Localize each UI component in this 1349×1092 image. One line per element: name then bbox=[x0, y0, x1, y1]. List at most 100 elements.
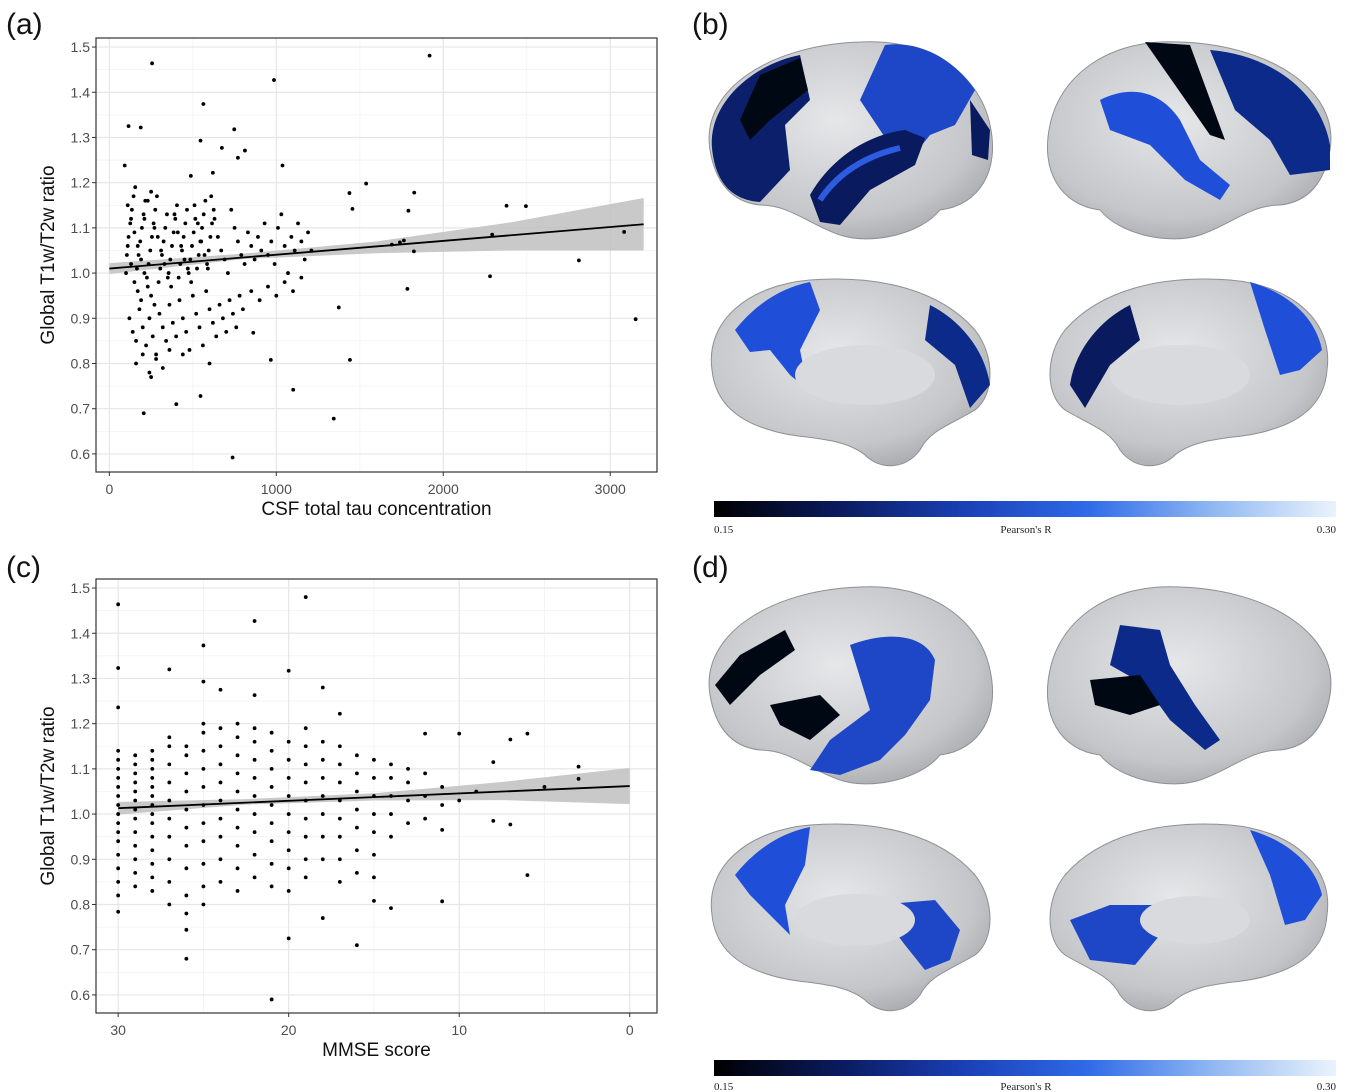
chart-c-point bbox=[389, 906, 393, 911]
chart-a-point bbox=[129, 216, 133, 221]
chart-a-point bbox=[125, 244, 130, 248]
chart-a-point bbox=[124, 253, 129, 257]
chart-a-point bbox=[197, 325, 202, 330]
colorbar-b-gradient bbox=[714, 501, 1336, 517]
chart-a-point bbox=[201, 212, 206, 217]
chart-a-point bbox=[132, 280, 137, 285]
chart-c-point bbox=[354, 848, 359, 853]
chart-a-point bbox=[226, 271, 230, 275]
chart-a-point bbox=[347, 191, 352, 195]
chart-a-point bbox=[232, 225, 237, 230]
chart-a-panel bbox=[96, 38, 657, 472]
chart-c-point bbox=[184, 911, 189, 916]
chart-c-point bbox=[320, 812, 325, 816]
chart-a-ytick-label: 0.7 bbox=[71, 401, 91, 417]
chart-a-point bbox=[198, 138, 203, 143]
chart-a-point bbox=[131, 194, 136, 199]
chart-a-point bbox=[237, 293, 242, 298]
chart-c-point bbox=[133, 870, 138, 875]
chart-c-ytick-label: 0.6 bbox=[71, 987, 91, 1003]
chart-c-point bbox=[116, 785, 121, 789]
chart-c-point bbox=[525, 873, 530, 878]
chart-c-point bbox=[286, 848, 291, 853]
chart-a-point bbox=[490, 232, 495, 237]
chart-c-point bbox=[286, 668, 291, 673]
chart-c-point bbox=[116, 776, 121, 780]
chart-c-point bbox=[286, 812, 291, 816]
chart-a-point bbox=[236, 155, 240, 160]
chart-c-point bbox=[354, 943, 359, 948]
chart-a-point bbox=[524, 204, 528, 209]
chart-a-point bbox=[182, 257, 187, 262]
chart-a-point bbox=[198, 239, 203, 244]
chart-c-point bbox=[167, 816, 172, 821]
chart-c-point bbox=[201, 679, 206, 684]
brain-right-medial-d bbox=[1049, 823, 1329, 1012]
chart-c-point bbox=[150, 848, 155, 853]
chart-a-point bbox=[406, 208, 411, 213]
chart-a-point bbox=[236, 239, 240, 244]
chart-a-point bbox=[207, 361, 212, 366]
chart-a-point bbox=[266, 284, 270, 289]
brain-right-medial-b bbox=[1049, 278, 1329, 467]
chart-c-point bbox=[133, 798, 138, 803]
chart-c-point bbox=[286, 889, 291, 893]
chart-c-point bbox=[389, 762, 393, 767]
chart-a-point bbox=[633, 317, 638, 322]
chart-c-point bbox=[116, 602, 121, 607]
chart-a-point bbox=[152, 225, 157, 230]
chart-c-point bbox=[303, 875, 308, 880]
chart-a-ytick-label: 1.0 bbox=[71, 265, 91, 281]
chart-a-point bbox=[172, 212, 177, 217]
chart-c-point bbox=[286, 776, 291, 780]
chart-c-point bbox=[201, 730, 206, 735]
chart-c-point bbox=[184, 843, 189, 848]
colorbar-b-max-label: 0.30 bbox=[1317, 524, 1337, 536]
chart-a-point bbox=[200, 225, 204, 230]
chart-c-point bbox=[389, 812, 393, 816]
chart-a-point bbox=[204, 289, 209, 294]
chart-a-point bbox=[127, 316, 132, 321]
chart-c-point bbox=[218, 726, 223, 731]
chart-c-point bbox=[252, 693, 257, 698]
chart-a-point bbox=[206, 248, 211, 253]
chart-c-point bbox=[184, 825, 189, 830]
chart-c-point bbox=[184, 893, 189, 898]
chart-a-point bbox=[224, 329, 229, 334]
chart-a-point bbox=[246, 230, 250, 235]
chart-a-point bbox=[136, 253, 141, 257]
chart-c-point bbox=[337, 879, 342, 884]
chart-c-regression-line bbox=[118, 785, 630, 810]
chart-a-point bbox=[214, 334, 219, 339]
chart-c-point bbox=[150, 794, 155, 798]
chart-c-point bbox=[235, 721, 240, 726]
chart-a-point bbox=[348, 357, 352, 362]
chart-c-point bbox=[218, 816, 223, 821]
chart-c-point bbox=[542, 785, 547, 789]
chart-a-point bbox=[151, 221, 156, 226]
chart-c-ytick-label: 1.1 bbox=[71, 761, 91, 777]
chart-c-point bbox=[372, 852, 376, 857]
chart-c-point bbox=[235, 866, 240, 871]
chart-c-point bbox=[354, 825, 359, 830]
chart-c-point bbox=[116, 830, 121, 835]
chart-c-point bbox=[218, 762, 223, 767]
chart-a-point bbox=[205, 262, 209, 266]
chart-c-point bbox=[252, 776, 257, 780]
chart-a-point bbox=[126, 235, 131, 239]
chart-c-point bbox=[337, 780, 342, 785]
chart-c-ytick-label: 1.3 bbox=[71, 670, 91, 686]
chart-c-point bbox=[167, 834, 172, 839]
chart-a-point bbox=[210, 170, 215, 175]
chart-a-point bbox=[280, 163, 285, 168]
chart-c-point bbox=[440, 899, 445, 904]
chart-c-point bbox=[252, 852, 257, 857]
brain-left-medial-b bbox=[710, 278, 991, 467]
chart-c-point bbox=[235, 807, 240, 812]
chart-a-point bbox=[194, 311, 199, 316]
chart-c-point bbox=[201, 884, 206, 889]
chart-c-point bbox=[440, 785, 445, 789]
chart-c-point bbox=[201, 721, 206, 726]
chart-c-point bbox=[150, 748, 155, 753]
chart-a-point bbox=[190, 244, 194, 248]
